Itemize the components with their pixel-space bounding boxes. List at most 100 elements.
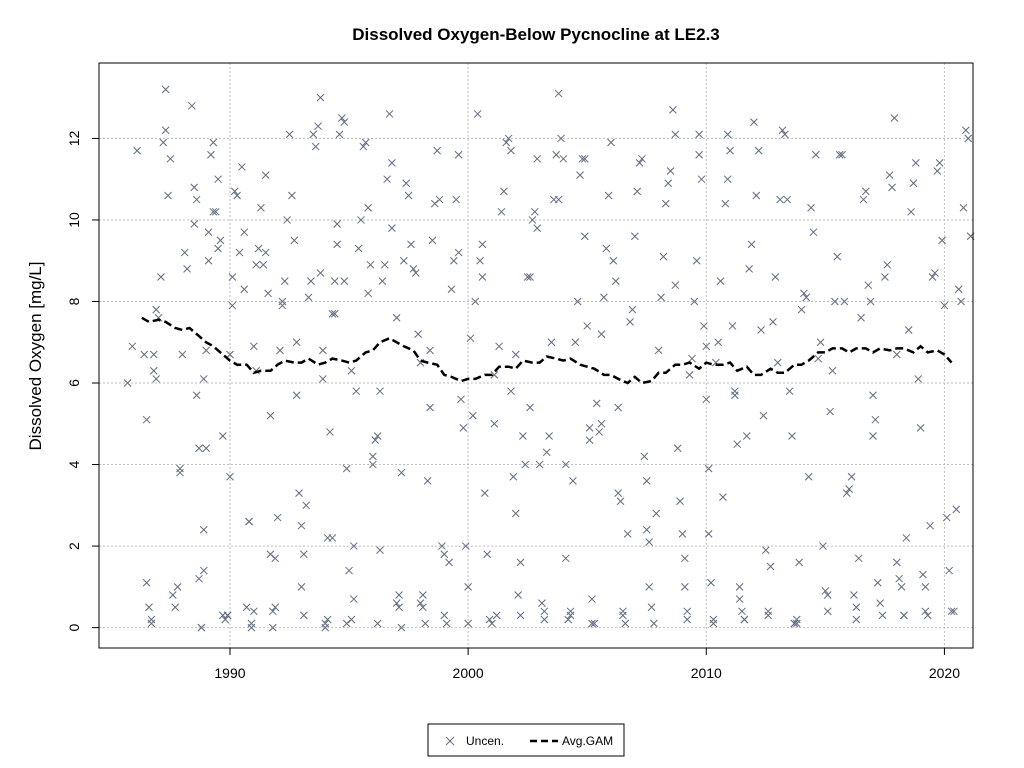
data-point-uncen <box>161 85 170 94</box>
data-point-uncen <box>311 142 320 151</box>
data-point-uncen <box>307 277 315 285</box>
data-point-uncen <box>271 603 280 612</box>
legend: Uncen. Avg.GAM <box>427 723 625 757</box>
data-point-uncen <box>885 171 894 179</box>
data-point-uncen <box>464 582 472 591</box>
data-point-uncen <box>533 224 542 232</box>
data-point-uncen <box>950 607 958 616</box>
data-point-uncen <box>280 277 289 285</box>
data-point-uncen <box>202 444 211 453</box>
x-axis: 1990 2000 2010 2020 <box>214 648 960 681</box>
data-point-uncen <box>790 619 799 628</box>
data-point-uncen <box>471 297 480 306</box>
data-point-uncen <box>614 489 623 497</box>
data-point-uncen <box>297 582 306 591</box>
data-point-uncen <box>238 163 246 171</box>
data-point-uncen <box>802 293 811 302</box>
data-point-uncen <box>490 419 499 428</box>
data-point-uncen <box>776 195 784 204</box>
data-point-uncen <box>900 611 908 620</box>
data-point-uncen <box>152 375 161 383</box>
data-point-uncen <box>392 313 401 322</box>
data-point-uncen <box>223 611 232 620</box>
data-point-uncen <box>178 350 187 359</box>
data-point-uncen <box>399 256 408 265</box>
data-point-uncen <box>454 150 463 159</box>
data-point-uncen <box>180 248 189 257</box>
data-point-uncen <box>692 256 701 265</box>
data-point-uncen <box>511 509 520 518</box>
data-point-uncen <box>721 199 730 208</box>
gam-layer <box>141 316 953 385</box>
data-point-uncen <box>435 195 444 204</box>
data-point-uncen <box>333 240 342 249</box>
data-point-uncen <box>216 236 225 245</box>
data-point-uncen <box>897 582 906 591</box>
data-point-uncen <box>850 591 858 599</box>
data-point-uncen <box>347 615 356 624</box>
data-point-uncen <box>947 607 956 616</box>
data-point-uncen <box>459 424 468 432</box>
data-point-uncen <box>299 550 308 559</box>
data-point-uncen <box>752 191 761 200</box>
data-point-uncen <box>559 154 568 163</box>
data-point-uncen <box>685 371 694 379</box>
data-point-uncen <box>738 607 746 616</box>
data-point-uncen <box>161 126 170 135</box>
data-point-uncen <box>547 338 556 347</box>
legend-label-uncen: Uncen. <box>466 734 504 748</box>
data-point-uncen <box>552 150 561 159</box>
data-point-uncen <box>285 130 294 139</box>
data-point-uncen <box>276 346 284 355</box>
data-point-uncen <box>800 289 808 298</box>
data-point-uncen <box>914 375 923 383</box>
data-point-uncen <box>228 301 237 310</box>
data-point-uncen <box>771 273 780 281</box>
data-point-uncen <box>797 305 806 314</box>
data-point-uncen <box>521 460 530 469</box>
data-point-uncen <box>540 607 549 616</box>
data-point-uncen <box>473 110 482 118</box>
data-point-uncen <box>316 93 325 102</box>
data-point-uncen <box>268 607 277 616</box>
data-point-uncen <box>516 611 525 620</box>
data-point-uncen <box>383 175 392 184</box>
data-point-uncen <box>714 338 723 347</box>
data-point-uncen <box>811 150 820 159</box>
data-point-uncen <box>530 207 539 216</box>
data-point-uncen <box>823 607 832 616</box>
data-point-uncen <box>369 452 377 461</box>
data-point-uncen <box>197 623 206 632</box>
data-point-uncen <box>452 195 461 204</box>
data-point-uncen <box>321 623 330 632</box>
data-point-uncen <box>723 130 732 139</box>
data-point-uncen <box>585 436 594 444</box>
data-point-uncen <box>695 130 703 139</box>
data-point-uncen <box>723 175 732 184</box>
data-point-uncen <box>273 513 282 522</box>
data-point-uncen <box>597 330 606 338</box>
data-point-uncen <box>945 566 954 575</box>
data-point-uncen <box>347 366 356 375</box>
data-point-uncen <box>845 485 854 493</box>
data-point-uncen <box>202 346 211 355</box>
data-point-uncen <box>333 220 342 228</box>
data-point-uncen <box>859 195 868 204</box>
data-point-uncen <box>345 566 353 575</box>
data-point-uncen <box>497 207 506 216</box>
grid <box>99 63 973 648</box>
data-point-uncen <box>785 387 794 396</box>
data-point-uncen <box>671 281 680 290</box>
data-point-uncen <box>188 101 196 110</box>
data-point-uncen <box>483 550 492 559</box>
data-point-uncen <box>600 293 608 302</box>
data-point-uncen <box>254 244 263 253</box>
data-point-uncen <box>261 171 270 179</box>
data-point-uncen <box>502 138 511 147</box>
data-point-uncen <box>292 338 301 347</box>
data-point-uncen <box>688 354 696 363</box>
data-point-uncen <box>242 603 251 612</box>
y-axis-label: Dissolved Oxygen [mg/L] <box>26 262 45 451</box>
data-point-uncen <box>190 220 199 228</box>
data-point-uncen <box>271 554 280 563</box>
